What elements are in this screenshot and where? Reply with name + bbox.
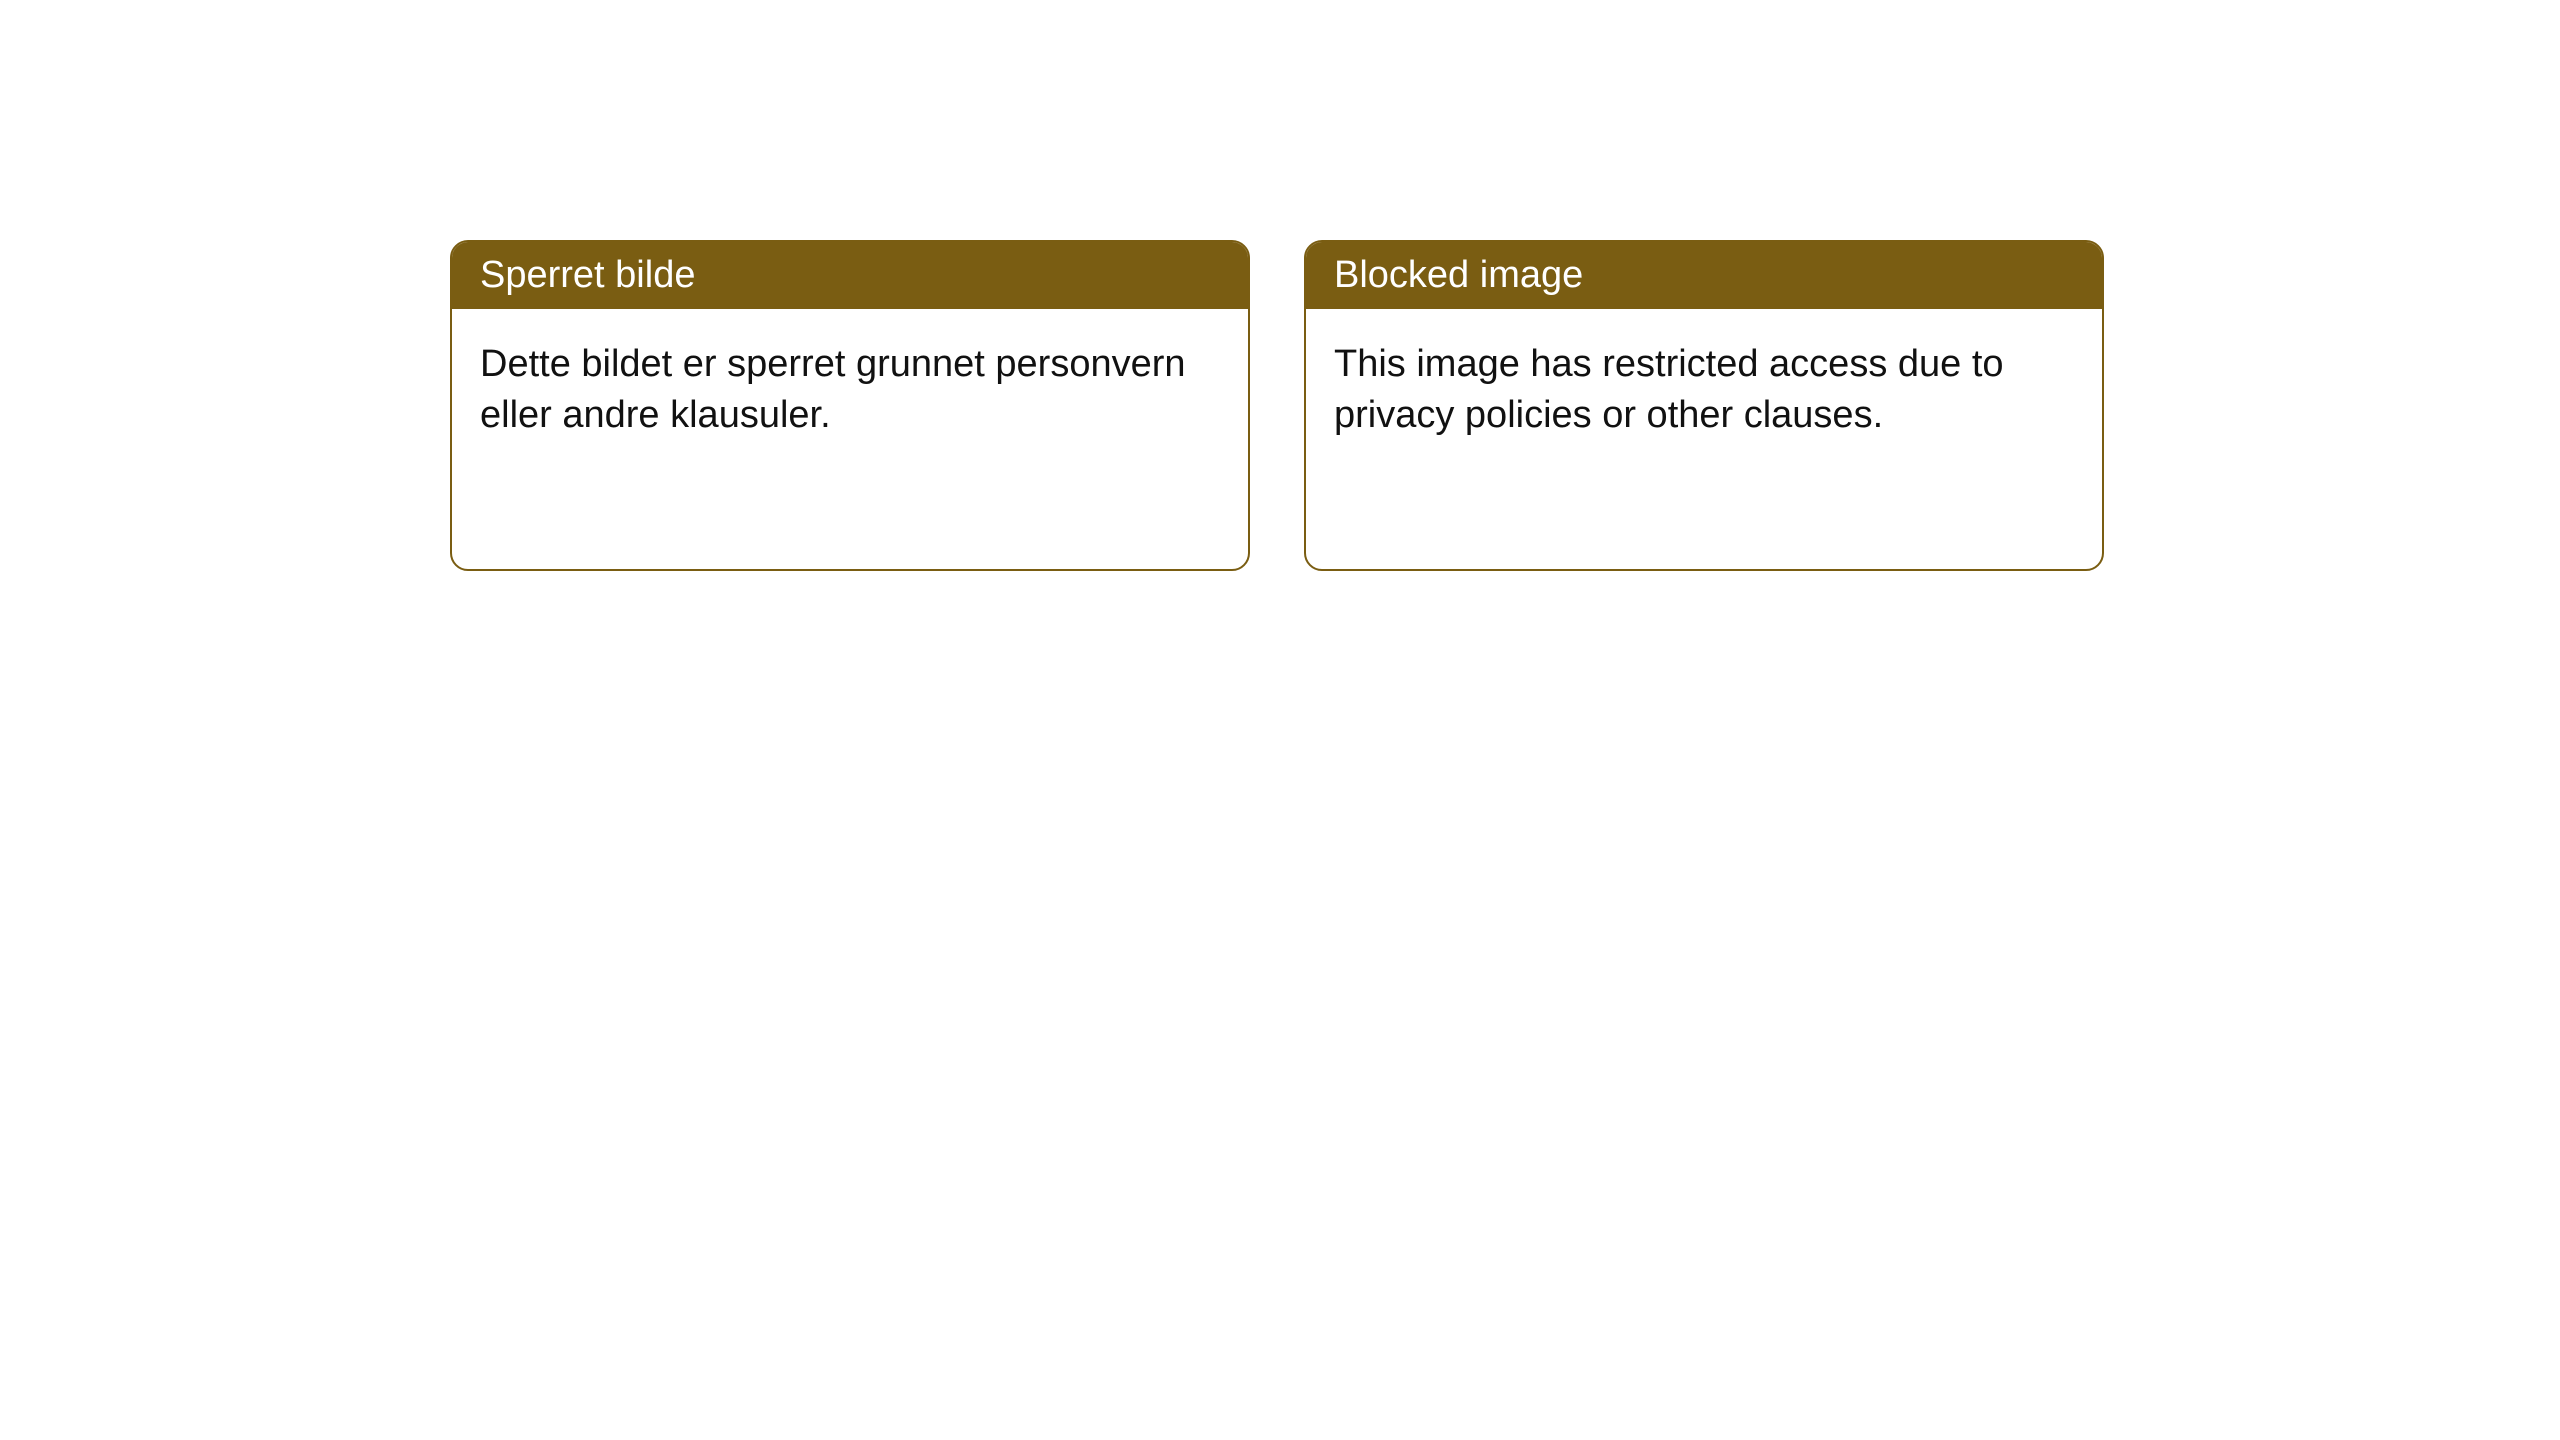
notice-card-title: Blocked image xyxy=(1306,242,2102,309)
notice-card-english: Blocked image This image has restricted … xyxy=(1304,240,2104,571)
notice-card-norwegian: Sperret bilde Dette bildet er sperret gr… xyxy=(450,240,1250,571)
notice-card-body: This image has restricted access due to … xyxy=(1306,309,2102,569)
notice-card-title: Sperret bilde xyxy=(452,242,1248,309)
notice-container: Sperret bilde Dette bildet er sperret gr… xyxy=(450,240,2104,571)
notice-card-body: Dette bildet er sperret grunnet personve… xyxy=(452,309,1248,569)
